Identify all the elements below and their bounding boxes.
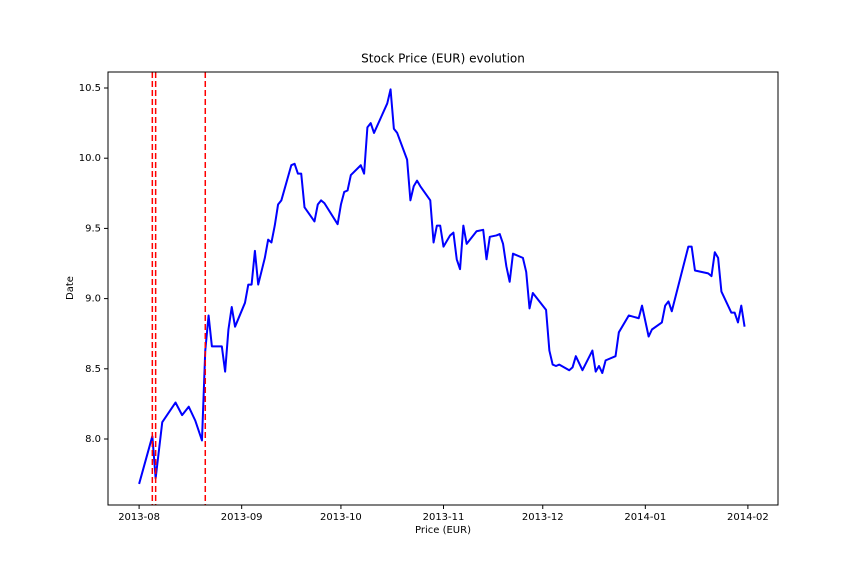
y-tick-label: 8.5 [85,364,101,375]
y-tick-label: 9.5 [85,223,101,234]
y-tick-label: 10.5 [79,83,101,94]
axes-frame [107,71,779,506]
y-axis-label: Date [65,276,76,300]
y-tick-label: 10.0 [79,153,101,164]
x-tick-label: 2013-08 [118,512,160,523]
y-tick-label: 9.0 [85,294,101,305]
chart-title: Stock Price (EUR) evolution [361,52,525,66]
y-tick-label: 8.0 [85,434,101,445]
x-tick-label: 2014-01 [624,512,666,523]
x-axis-label: Price (EUR) [415,525,471,536]
x-tick-label: 2013-09 [221,512,263,523]
x-tick-label: 2013-12 [522,512,564,523]
x-tick-label: 2013-10 [320,512,362,523]
price-line [138,88,746,485]
x-tick-label: 2014-02 [727,512,769,523]
x-tick-label: 2013-11 [423,512,465,523]
